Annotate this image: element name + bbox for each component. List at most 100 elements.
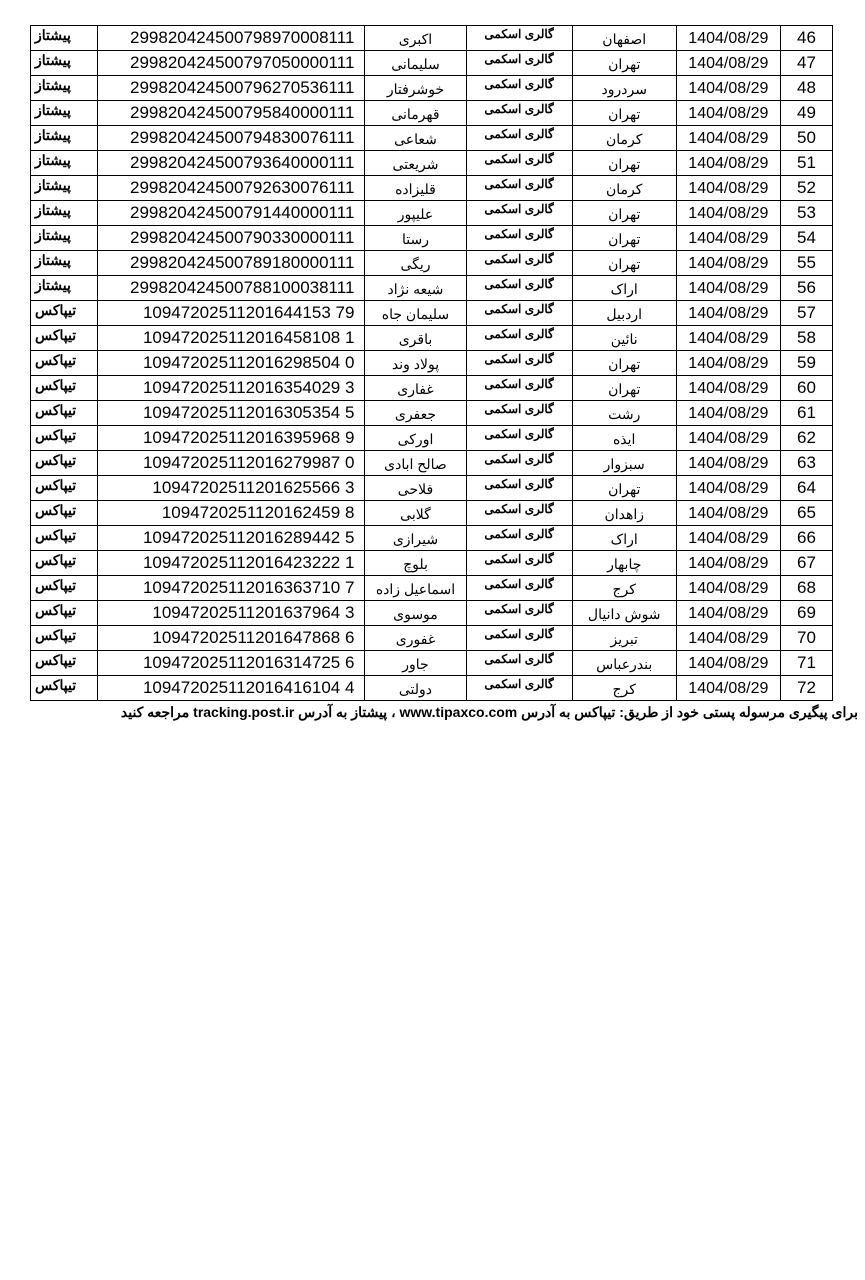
city-cell: نائین (571, 325, 677, 351)
city-cell: کرمان (571, 175, 677, 201)
city-cell: تهران (571, 475, 677, 501)
city-cell: اصفهان (571, 25, 677, 51)
shop-name-cell: گالری اسکمی (465, 75, 573, 101)
city-cell: تبریز (571, 625, 677, 651)
city-cell: اراک (571, 525, 677, 551)
date-cell: 1404/08/29 (675, 550, 781, 576)
tracking-number-cell: 299820424500797050000111 (97, 50, 366, 76)
row-number-cell: 68 (779, 575, 834, 601)
shop-name-cell: گالری اسکمی (465, 425, 573, 451)
carrier-cell: پیشتاز (29, 25, 99, 51)
tracking-number-cell: 10947202511201637964 3 (97, 600, 366, 626)
recipient-name-cell: سلیمانی (364, 50, 467, 76)
row-number-cell: 72 (779, 675, 834, 701)
recipient-name-cell: سلیمان جاه (364, 300, 467, 326)
shop-name-cell: گالری اسکمی (465, 100, 573, 126)
city-cell: چابهار (571, 550, 677, 576)
city-cell: اردبیل (571, 300, 677, 326)
carrier-cell: تیپاکس (29, 425, 99, 451)
table-row: تیپاکس 109472025112016289442 5 شیرازی گالری… (29, 525, 834, 551)
recipient-name-cell: اورکی (364, 425, 467, 451)
shop-name-cell: گالری اسکمی (465, 575, 573, 601)
shop-name-cell: گالری اسکمی (465, 600, 573, 626)
carrier-cell: پیشتاز (29, 100, 99, 126)
table-row: تیپاکس 1094720251120162459 8 گلابی گالری اس… (29, 500, 834, 526)
row-number-cell: 69 (779, 600, 834, 626)
carrier-cell: پیشتاز (29, 175, 99, 201)
shop-name-cell: گالری اسکمی (465, 25, 573, 51)
tracking-number-cell: 299820424500789180000111 (97, 250, 366, 276)
recipient-name-cell: غفاری (364, 375, 467, 401)
carrier-cell: تیپاکس (29, 550, 99, 576)
row-number-cell: 55 (779, 250, 834, 276)
shop-name-cell: گالری اسکمی (465, 225, 573, 251)
date-cell: 1404/08/29 (675, 450, 781, 476)
document-body: پیشتاز 299820424500798970008111 اکبری گالری… (0, 25, 865, 721)
carrier-cell: تیپاکس (29, 325, 99, 351)
city-cell: شوش دانیال (571, 600, 677, 626)
table-row: تیپاکس 109472025112016298504 0 پولاد وند گا… (29, 350, 834, 376)
shop-name-cell: گالری اسکمی (465, 500, 573, 526)
recipient-name-cell: قهرمانی (364, 100, 467, 126)
date-cell: 1404/08/29 (675, 75, 781, 101)
row-number-cell: 50 (779, 125, 834, 151)
city-cell: بندرعباس (571, 650, 677, 676)
city-cell: سبزوار (571, 450, 677, 476)
tracking-number-cell: 109472025112016298504 0 (97, 350, 366, 376)
row-number-cell: 56 (779, 275, 834, 301)
recipient-name-cell: دولتی (364, 675, 467, 701)
carrier-cell: تیپاکس (29, 400, 99, 426)
carrier-cell: پیشتاز (29, 200, 99, 226)
carrier-cell: تیپاکس (29, 600, 99, 626)
tracking-number-cell: 299820424500798970008111 (97, 25, 366, 51)
table-row: تیپاکس 109472025112016354029 3 غفاری گالری … (29, 375, 834, 401)
row-number-cell: 60 (779, 375, 834, 401)
tracking-number-cell: 109472025112016314725 6 (97, 650, 366, 676)
shop-name-cell: گالری اسکمی (465, 400, 573, 426)
row-number-cell: 65 (779, 500, 834, 526)
carrier-cell: تیپاکس (29, 350, 99, 376)
table-row: پیشتاز 299820424500791440000111 علیپور گالر… (29, 200, 834, 226)
recipient-name-cell: گلابی (364, 500, 467, 526)
date-cell: 1404/08/29 (675, 325, 781, 351)
date-cell: 1404/08/29 (675, 600, 781, 626)
row-number-cell: 70 (779, 625, 834, 651)
date-cell: 1404/08/29 (675, 650, 781, 676)
recipient-name-cell: علیپور (364, 200, 467, 226)
tracking-number-cell: 299820424500796270536111 (97, 75, 366, 101)
date-cell: 1404/08/29 (675, 375, 781, 401)
table-row: تیپاکس 10947202511201647868 6 غفوری گالری ا… (29, 625, 834, 651)
date-cell: 1404/08/29 (675, 350, 781, 376)
row-number-cell: 66 (779, 525, 834, 551)
shop-name-cell: گالری اسکمی (465, 250, 573, 276)
shop-name-cell: گالری اسکمی (465, 125, 573, 151)
carrier-cell: پیشتاز (29, 225, 99, 251)
row-number-cell: 47 (779, 50, 834, 76)
tracking-number-cell: 299820424500791440000111 (97, 200, 366, 226)
row-number-cell: 54 (779, 225, 834, 251)
table-row: تیپاکس 109472025112016395968 9 اورکی گالری … (29, 425, 834, 451)
recipient-name-cell: پولاد وند (364, 350, 467, 376)
recipient-name-cell: اکبری (364, 25, 467, 51)
shop-name-cell: گالری اسکمی (465, 650, 573, 676)
date-cell: 1404/08/29 (675, 675, 781, 701)
table-row: پیشتاز 299820424500797050000111 سلیمانی گال… (29, 50, 834, 76)
table-row: پیشتاز 299820424500794830076111 شعاعی گالری… (29, 125, 834, 151)
date-cell: 1404/08/29 (675, 425, 781, 451)
date-cell: 1404/08/29 (675, 525, 781, 551)
table-row: پیشتاز 299820424500790330000111 رستا گالری … (29, 225, 834, 251)
shop-name-cell: گالری اسکمی (465, 525, 573, 551)
shop-name-cell: گالری اسکمی (465, 625, 573, 651)
carrier-cell: پیشتاز (29, 75, 99, 101)
date-cell: 1404/08/29 (675, 400, 781, 426)
shop-name-cell: گالری اسکمی (465, 175, 573, 201)
date-cell: 1404/08/29 (675, 625, 781, 651)
row-number-cell: 57 (779, 300, 834, 326)
row-number-cell: 49 (779, 100, 834, 126)
date-cell: 1404/08/29 (675, 150, 781, 176)
city-cell: تهران (571, 100, 677, 126)
table-row: تیپاکس 109472025112016363710 7 اسماعیل زاد… (29, 575, 834, 601)
recipient-name-cell: غفوری (364, 625, 467, 651)
tracking-instructions: برای پیگیری مرسوله پستی خود از طریق: تیپ… (120, 704, 858, 720)
recipient-name-cell: فلاحی (364, 475, 467, 501)
